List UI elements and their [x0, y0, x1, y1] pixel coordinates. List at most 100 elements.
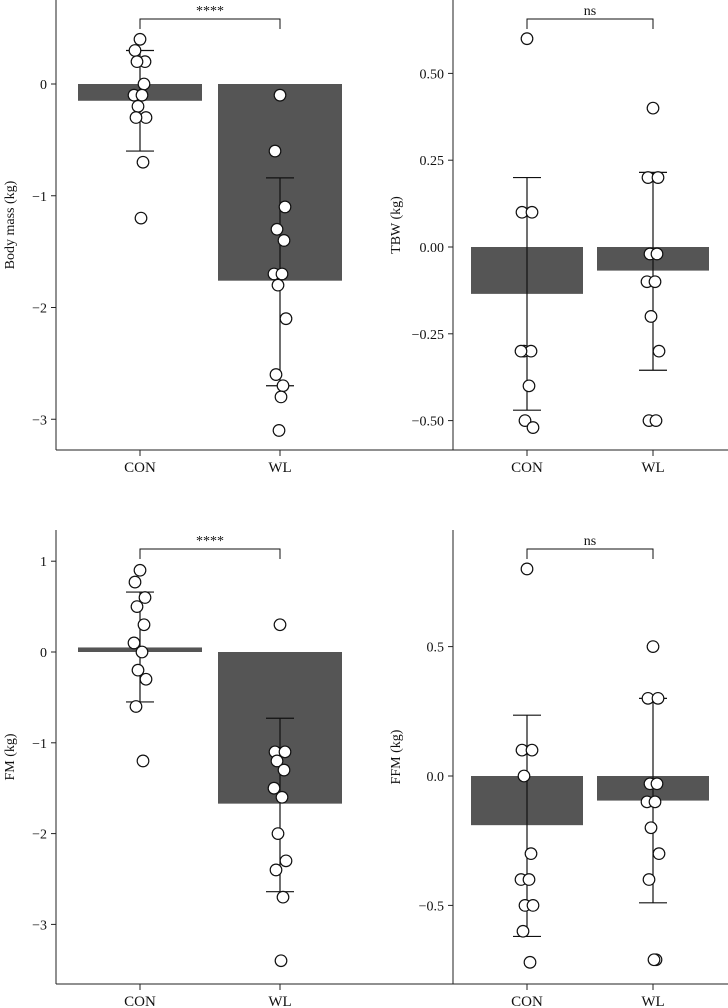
- data-point: [130, 600, 144, 613]
- x-tick-label: CON: [124, 994, 156, 1008]
- data-point: [644, 821, 658, 835]
- y-tick-label: 1: [40, 555, 47, 570]
- data-point: [267, 781, 281, 795]
- y-tick-label: 0: [40, 78, 47, 93]
- data-point: [271, 827, 285, 840]
- data-point: [275, 790, 289, 804]
- data-point: [520, 32, 534, 46]
- data-point: [524, 847, 538, 861]
- data-point: [135, 88, 149, 102]
- data-point: [648, 275, 662, 289]
- data-point: [271, 278, 285, 292]
- data-point: [130, 55, 144, 69]
- chart-panel-3: 1 0 −1 −2 −3 FM (kg) CON WL ****: [3, 530, 728, 1008]
- y-tick-label: −0.5: [419, 899, 444, 914]
- significance-bracket: [526, 18, 654, 29]
- data-point: [128, 44, 142, 57]
- data-point: [128, 575, 142, 589]
- y-axis-title: TBW (kg): [389, 196, 404, 254]
- data-point: [274, 390, 288, 404]
- data-point: [276, 379, 290, 393]
- data-point: [270, 754, 284, 768]
- data-point: [269, 368, 283, 381]
- significance-bracket: [139, 18, 281, 29]
- data-point: [138, 591, 152, 604]
- data-point: [522, 873, 536, 886]
- x-tick-label: CON: [511, 994, 543, 1008]
- data-point: [131, 663, 145, 677]
- data-point: [648, 795, 662, 809]
- data-point: [278, 200, 292, 214]
- data-point: [646, 640, 660, 653]
- chart-panel-1: 0 −1 −2 −3 Body mass (kg) CON WL ****: [3, 0, 728, 476]
- data-point: [273, 88, 287, 102]
- y-axis-title: FFM (kg): [389, 729, 404, 784]
- y-tick-label: 0.25: [420, 154, 445, 169]
- data-point: [131, 99, 145, 113]
- significance-bracket: [139, 548, 281, 559]
- y-tick-label: 0.50: [420, 67, 445, 82]
- data-point: [137, 618, 151, 632]
- data-point: [269, 863, 283, 877]
- y-tick-label: −0.50: [412, 415, 444, 430]
- data-point: [137, 77, 151, 91]
- significance-label: ****: [196, 4, 224, 19]
- data-point: [650, 777, 664, 791]
- data-point: [270, 222, 284, 236]
- significance-label: ns: [584, 534, 596, 549]
- data-point: [651, 171, 665, 184]
- data-point: [136, 155, 150, 169]
- data-point: [278, 745, 292, 759]
- data-point: [652, 344, 666, 358]
- y-tick-label: −2: [32, 828, 47, 843]
- data-point: [651, 691, 665, 705]
- data-point: [277, 763, 291, 777]
- data-point: [516, 924, 530, 938]
- y-tick-label: −3: [32, 918, 47, 933]
- data-point: [523, 955, 537, 969]
- data-point: [279, 854, 293, 868]
- significance-label: ns: [584, 4, 596, 19]
- data-point: [129, 700, 143, 713]
- data-point: [650, 247, 664, 261]
- data-point: [518, 414, 532, 428]
- data-point: [134, 211, 148, 225]
- y-tick-label: 0.5: [427, 641, 445, 656]
- x-tick-label: WL: [268, 994, 291, 1008]
- data-point: [525, 205, 539, 219]
- data-point: [275, 267, 289, 281]
- data-point: [133, 563, 147, 577]
- y-tick-label: −0.25: [412, 328, 444, 343]
- data-point: [642, 873, 656, 886]
- y-tick-label: −2: [32, 302, 47, 317]
- data-point: [652, 847, 666, 861]
- data-point: [277, 234, 291, 247]
- data-point: [136, 754, 150, 768]
- data-point: [135, 645, 149, 659]
- data-point: [647, 953, 661, 967]
- x-tick-label: CON: [511, 460, 543, 476]
- data-point: [279, 312, 293, 326]
- y-axis-title: FM (kg): [3, 733, 18, 780]
- data-point: [644, 310, 658, 323]
- chart-panel-4: 0.5 0.0 −0.5 FFM (kg) CON WL ns: [389, 530, 728, 1008]
- data-point: [272, 424, 286, 437]
- data-point: [526, 899, 540, 912]
- y-tick-label: 0.00: [420, 241, 445, 256]
- significance-bracket: [526, 548, 654, 559]
- data-point: [520, 562, 534, 576]
- y-tick-label: −1: [32, 737, 47, 752]
- data-point: [649, 414, 663, 428]
- y-tick-label: −3: [32, 413, 47, 428]
- data-point: [129, 111, 143, 124]
- x-tick-label: WL: [641, 460, 664, 476]
- data-point: [273, 618, 287, 632]
- data-point: [525, 743, 539, 757]
- data-point: [514, 344, 528, 358]
- x-tick-label: WL: [641, 994, 664, 1008]
- x-tick-label: WL: [268, 460, 291, 476]
- y-axis-title: Body mass (kg): [3, 180, 18, 269]
- data-point: [127, 636, 141, 650]
- significance-label: ****: [196, 534, 224, 549]
- data-point: [646, 101, 660, 115]
